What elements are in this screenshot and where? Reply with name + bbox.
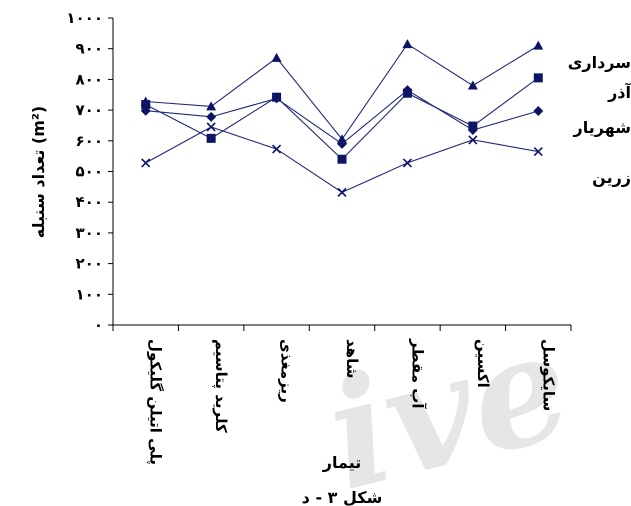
data-point-triangle xyxy=(402,39,413,49)
legend-entry: شهریار xyxy=(573,118,631,137)
y-tick-label: ۴۰۰ xyxy=(76,193,103,211)
legend-entry: آذر xyxy=(607,82,631,102)
data-point-x xyxy=(272,144,282,154)
x-tick-label: شاهد xyxy=(343,339,361,378)
data-point-x xyxy=(141,158,151,168)
x-tick-label: ریزمغذی xyxy=(278,339,296,403)
y-tick-label: ۳۰۰ xyxy=(76,224,103,242)
series-line xyxy=(145,43,539,141)
legend-entry: زرین xyxy=(592,168,631,187)
y-tick-label: ۶۰۰ xyxy=(76,132,103,150)
data-point-square xyxy=(533,73,543,83)
data-point-square xyxy=(206,133,216,143)
data-point-triangle xyxy=(206,101,217,111)
y-tick-label: ۹۰۰ xyxy=(76,40,103,58)
data-point-x xyxy=(206,122,216,132)
x-axis-label: تیمار xyxy=(322,453,361,472)
x-tick-label: اکسین xyxy=(474,339,492,388)
data-point-x xyxy=(468,135,478,145)
x-tick-label: پلی اتیلن گلیکول xyxy=(146,339,165,465)
y-tick-label: ۰ xyxy=(94,316,103,334)
y-axis-label: تعداد سنبله (m²) xyxy=(29,106,48,238)
data-point-diamond xyxy=(467,125,478,136)
data-point-square xyxy=(337,154,347,164)
data-point-diamond xyxy=(337,138,347,149)
data-point-diamond xyxy=(271,93,282,104)
y-tick-label: ۱۰۰۰ xyxy=(66,9,103,27)
figure-caption: شکل ۳ - د xyxy=(302,488,383,506)
data-point-triangle xyxy=(467,80,478,90)
legend-entry: سرداری xyxy=(568,53,631,72)
y-tick-label: ۸۰۰ xyxy=(76,70,103,88)
data-point-square xyxy=(141,100,151,110)
data-point-diamond xyxy=(206,111,217,122)
data-point-diamond xyxy=(402,85,413,96)
data-point-triangle xyxy=(337,134,347,144)
data-point-x xyxy=(402,158,412,168)
y-tick-label: ۵۰۰ xyxy=(76,163,103,181)
data-point-x xyxy=(533,146,543,157)
data-point-diamond xyxy=(140,105,151,116)
y-tick-label: ۲۰۰ xyxy=(76,255,103,273)
data-point-x xyxy=(337,187,347,197)
x-tick-label: آب مقطر xyxy=(408,338,426,409)
data-point-diamond xyxy=(533,106,544,117)
y-tick-label: ۷۰۰ xyxy=(76,101,103,119)
y-tick-label: ۱۰۰ xyxy=(76,285,103,303)
x-tick-label: سایکوسل xyxy=(539,339,557,411)
data-point-triangle xyxy=(533,40,544,50)
data-point-triangle xyxy=(271,52,282,62)
x-tick-label: کلرید پتاسیم xyxy=(211,339,230,433)
